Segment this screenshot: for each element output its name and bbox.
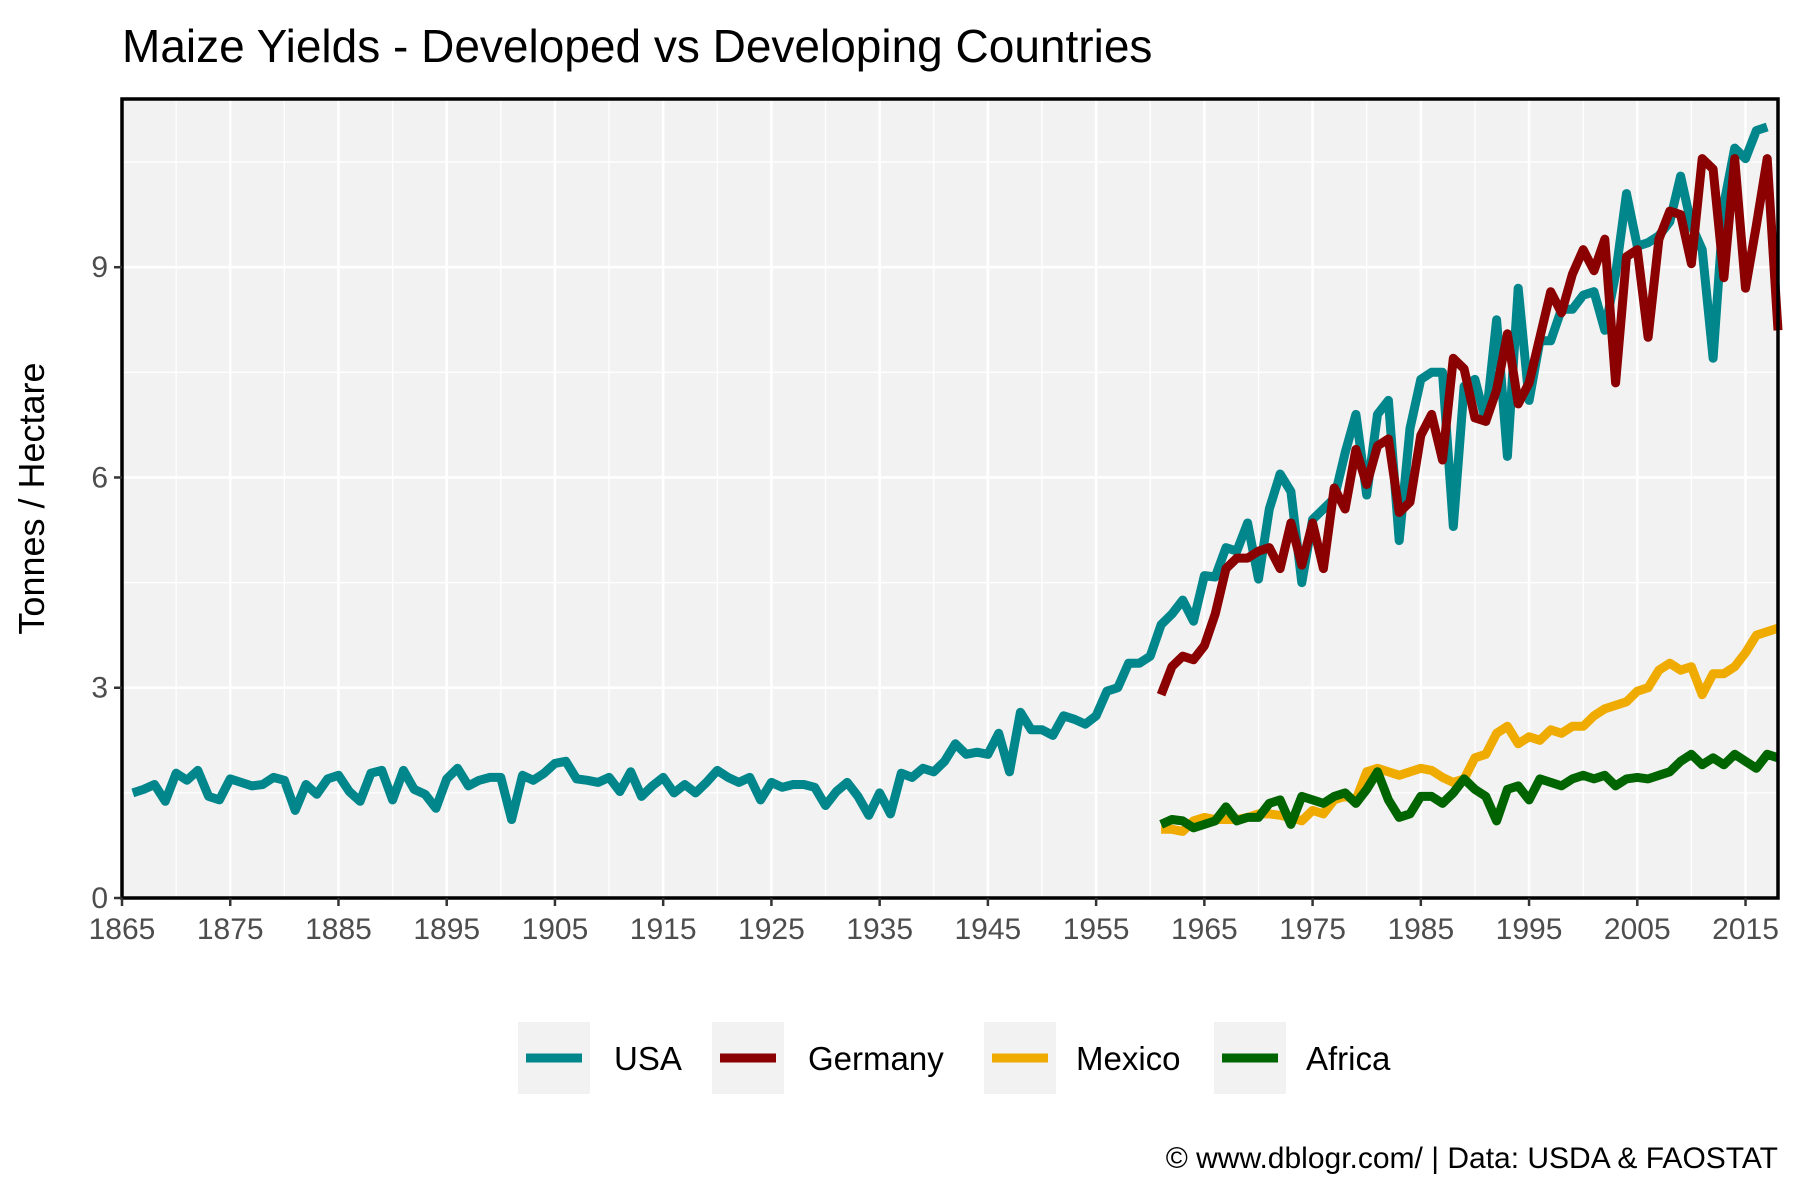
plot-border bbox=[120, 97, 1780, 900]
x-tick-label: 1905 bbox=[522, 913, 589, 946]
x-tick-label: 1935 bbox=[846, 913, 913, 946]
legend-label-usa: USA bbox=[614, 1040, 682, 1077]
x-tick-label: 1885 bbox=[305, 913, 372, 946]
plot-background bbox=[122, 99, 1778, 898]
x-tick-label: 1955 bbox=[1063, 913, 1130, 946]
x-tick-label: 1945 bbox=[955, 913, 1022, 946]
x-tick-label: 1975 bbox=[1279, 913, 1346, 946]
legend-label-mexico: Mexico bbox=[1076, 1040, 1181, 1077]
y-axis: 0 3 6 9 bbox=[91, 251, 122, 915]
series-line-africa bbox=[1159, 749, 1780, 833]
y-axis-label: Tonnes / Hectare bbox=[11, 362, 52, 634]
chart-title: Maize Yields - Developed vs Developing C… bbox=[122, 20, 1152, 72]
x-tick-label: 1895 bbox=[413, 913, 480, 946]
y-tick-label: 6 bbox=[91, 461, 108, 494]
x-tick-label: 1875 bbox=[197, 913, 264, 946]
x-tick-label: 1995 bbox=[1496, 913, 1563, 946]
plot-area bbox=[120, 97, 1783, 900]
series-layer bbox=[131, 122, 1783, 836]
x-tick-label: 2015 bbox=[1712, 913, 1779, 946]
x-tick-label: 1925 bbox=[738, 913, 805, 946]
series-line-usa bbox=[131, 122, 1769, 824]
source-caption: © www.dblogr.com/ | Data: USDA & FAOSTAT bbox=[1166, 1142, 1778, 1175]
legend: USA Germany Mexico Africa bbox=[518, 1022, 1391, 1094]
x-axis: 1865 1875 1885 1895 1905 1915 1925 1935 1945 1955… bbox=[89, 898, 1779, 946]
x-tick-label: 1985 bbox=[1387, 913, 1454, 946]
y-tick-label: 3 bbox=[91, 672, 108, 705]
legend-label-germany: Germany bbox=[808, 1040, 944, 1077]
x-tick-label: 1865 bbox=[89, 913, 156, 946]
x-tick-label: 2005 bbox=[1604, 913, 1671, 946]
x-tick-label: 1965 bbox=[1171, 913, 1238, 946]
series-line-germany bbox=[1156, 154, 1783, 697]
y-tick-label: 0 bbox=[91, 882, 108, 915]
y-tick-label: 9 bbox=[91, 251, 108, 284]
x-tick-label: 1915 bbox=[630, 913, 697, 946]
legend-label-africa: Africa bbox=[1306, 1040, 1391, 1077]
